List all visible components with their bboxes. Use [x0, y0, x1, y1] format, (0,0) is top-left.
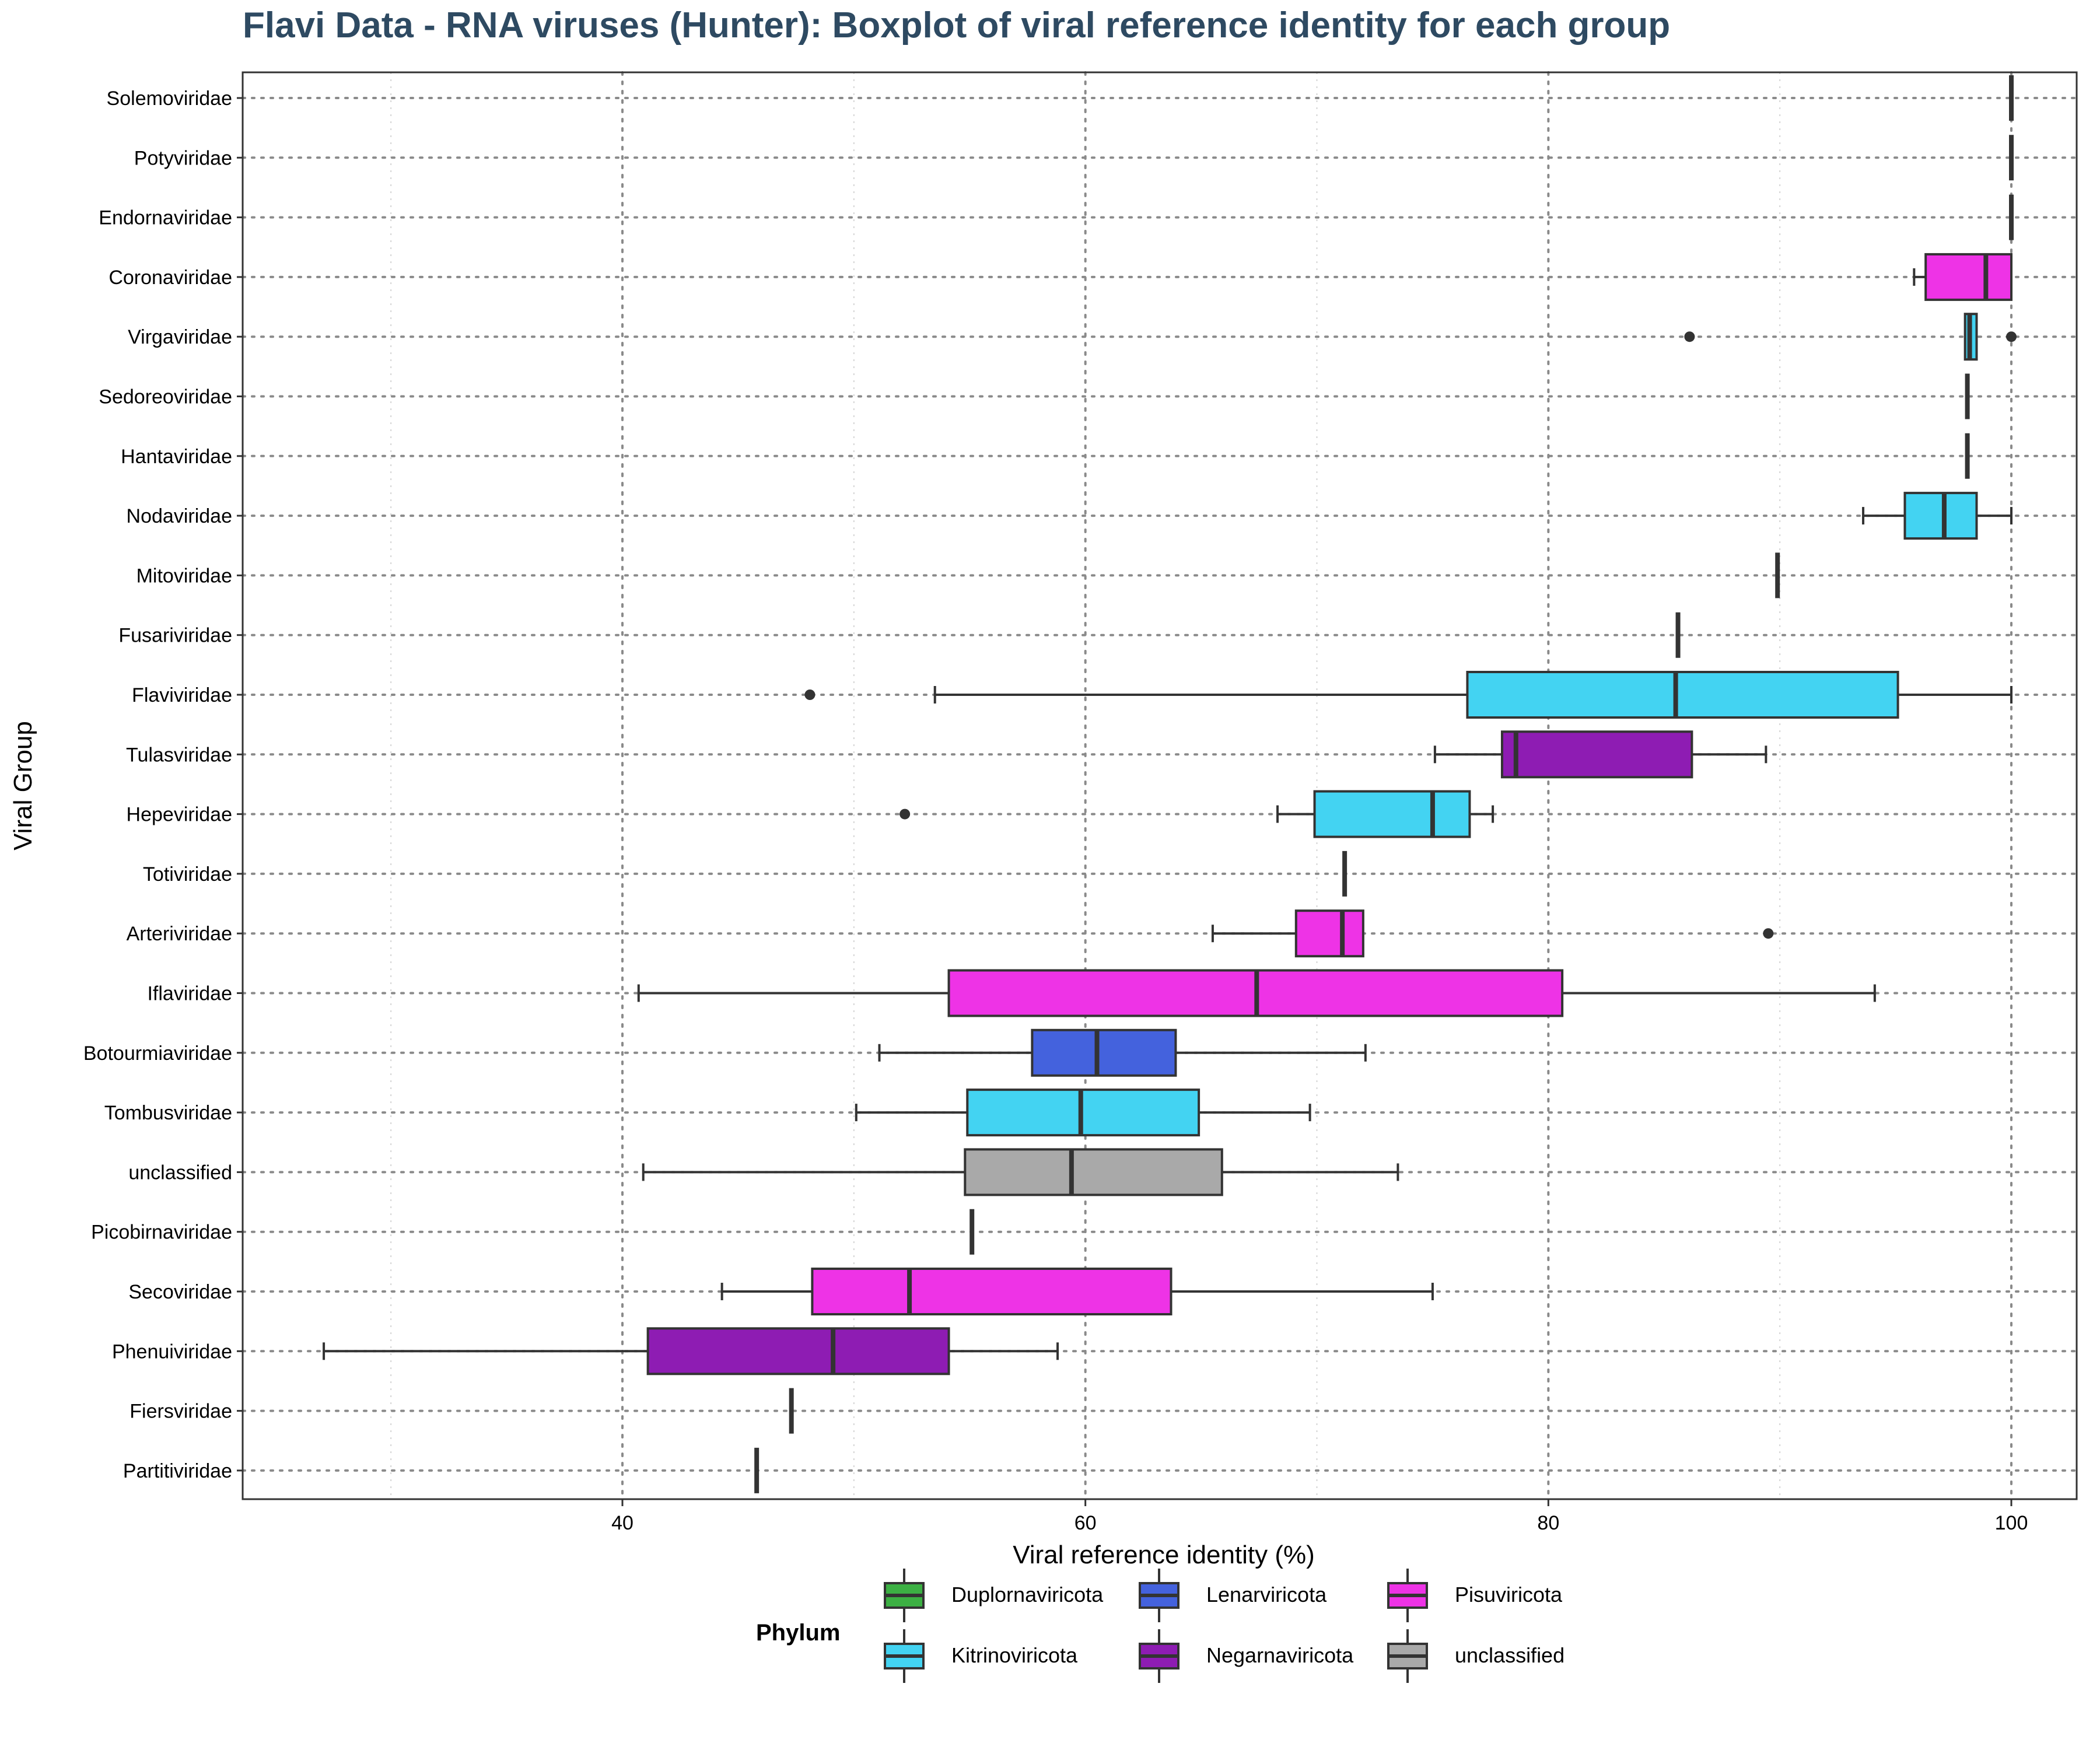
iqr-box — [1313, 790, 1471, 838]
box-hepeviridae — [900, 790, 1494, 838]
y-tick-label: Nodaviridae — [127, 505, 232, 527]
legend-key — [1139, 1629, 1180, 1683]
legend-label: Duplornaviricota — [951, 1583, 1104, 1606]
legend-key — [1387, 1569, 1428, 1622]
y-tick-label: Botourmiaviridae — [83, 1042, 232, 1065]
legend-title: Phylum — [756, 1620, 841, 1646]
x-tick-label: 40 — [611, 1512, 634, 1534]
box-tulasviridae — [1433, 730, 1768, 779]
iqr-box — [1924, 253, 2013, 301]
iqr-box — [1294, 909, 1364, 958]
y-tick-label: Mitoviridae — [136, 565, 232, 587]
y-axis-title: Viral Group — [9, 721, 37, 850]
legend-label: Pisuviricota — [1455, 1583, 1563, 1606]
box-arteriviridae — [1211, 909, 1774, 958]
iqr-box — [1500, 730, 1693, 779]
y-tick-label: Coronaviridae — [108, 267, 232, 289]
y-tick-label: Secoviridae — [128, 1281, 232, 1303]
y-tick-label: Fusariviridae — [118, 625, 232, 647]
y-tick-label: Totiviridae — [143, 863, 232, 886]
y-tick-label: Hepeviridae — [127, 804, 232, 826]
y-tick-label: Iflaviridae — [147, 983, 232, 1005]
y-tick-label: Tulasviridae — [126, 744, 232, 766]
legend-key — [1387, 1629, 1428, 1683]
box-layer — [323, 75, 2017, 1493]
legend: Phylum Duplornaviricota Lenarviricota Pisu… — [756, 1566, 1619, 1724]
box-iflaviridae — [637, 969, 1876, 1017]
y-tick-label: Virgaviridae — [128, 326, 232, 348]
legend-key — [1139, 1569, 1180, 1622]
outlier-point — [804, 690, 816, 700]
y-tick-label: Tombusviridae — [104, 1102, 232, 1124]
y-tick-labels: Solemoviridae Potyviridae Endornaviridae Co… — [83, 88, 243, 1482]
outlier-point — [2006, 331, 2017, 342]
plot-panel-border — [242, 71, 2078, 1500]
legend-label: Negarnaviricota — [1206, 1643, 1354, 1667]
legend-label: Lenarviricota — [1206, 1583, 1327, 1606]
iqr-box — [1466, 671, 1899, 719]
iqr-box — [811, 1268, 1172, 1315]
legend-key — [884, 1569, 925, 1622]
y-tick-label: unclassified — [128, 1161, 232, 1184]
iqr-box — [646, 1327, 950, 1376]
y-tick-label: Phenuiviridae — [112, 1340, 232, 1363]
legend-label: unclassified — [1455, 1643, 1565, 1667]
x-tick-label: 80 — [1537, 1512, 1559, 1534]
outlier-point — [900, 808, 911, 820]
outlier-point — [1684, 331, 1695, 342]
legend-key — [884, 1629, 925, 1683]
legend-label: Kitrinoviricota — [951, 1643, 1078, 1667]
iqr-box — [1031, 1028, 1177, 1077]
y-tick-label: Sedoreoviridae — [99, 386, 232, 408]
y-tick-label: Arteriviridae — [127, 923, 232, 945]
box-secoviridae — [720, 1268, 1434, 1315]
iqr-box — [1903, 492, 1978, 540]
box-tombusviridae — [855, 1088, 1311, 1137]
x-tick-label: 100 — [1995, 1512, 2028, 1534]
box-coronaviridae — [1913, 253, 2013, 301]
x-tick-label: 60 — [1074, 1512, 1097, 1534]
box-nodaviridae — [1862, 492, 2013, 540]
y-tick-label: Partitiviridae — [123, 1460, 232, 1482]
box-flaviviridae — [804, 671, 2013, 719]
y-tick-label: Flaviviridae — [132, 684, 232, 706]
outlier-point — [1763, 928, 1774, 939]
chart-title: Flavi Data - RNA viruses (Hunter): Boxpl… — [243, 5, 1671, 46]
y-tick-label: Fiersviridae — [130, 1401, 232, 1423]
y-tick-label: Endornaviridae — [99, 207, 232, 229]
box-phenuiviridae — [323, 1327, 1059, 1376]
y-tick-label: Hantaviridae — [121, 446, 232, 468]
x-axis-title: Viral reference identity (%) — [1013, 1541, 1315, 1569]
y-tick-label: Potyviridae — [134, 147, 232, 169]
y-tick-label: Solemoviridae — [107, 88, 232, 110]
box-unclassified — [642, 1148, 1399, 1196]
y-tick-label: Picobirnaviridae — [91, 1222, 232, 1244]
box-botourmiaviridae — [878, 1028, 1367, 1077]
x-axis-ticks: 40 60 80 100 — [611, 1499, 2028, 1534]
iqr-box — [964, 1148, 1223, 1196]
box-virgaviridae — [1684, 313, 2017, 361]
